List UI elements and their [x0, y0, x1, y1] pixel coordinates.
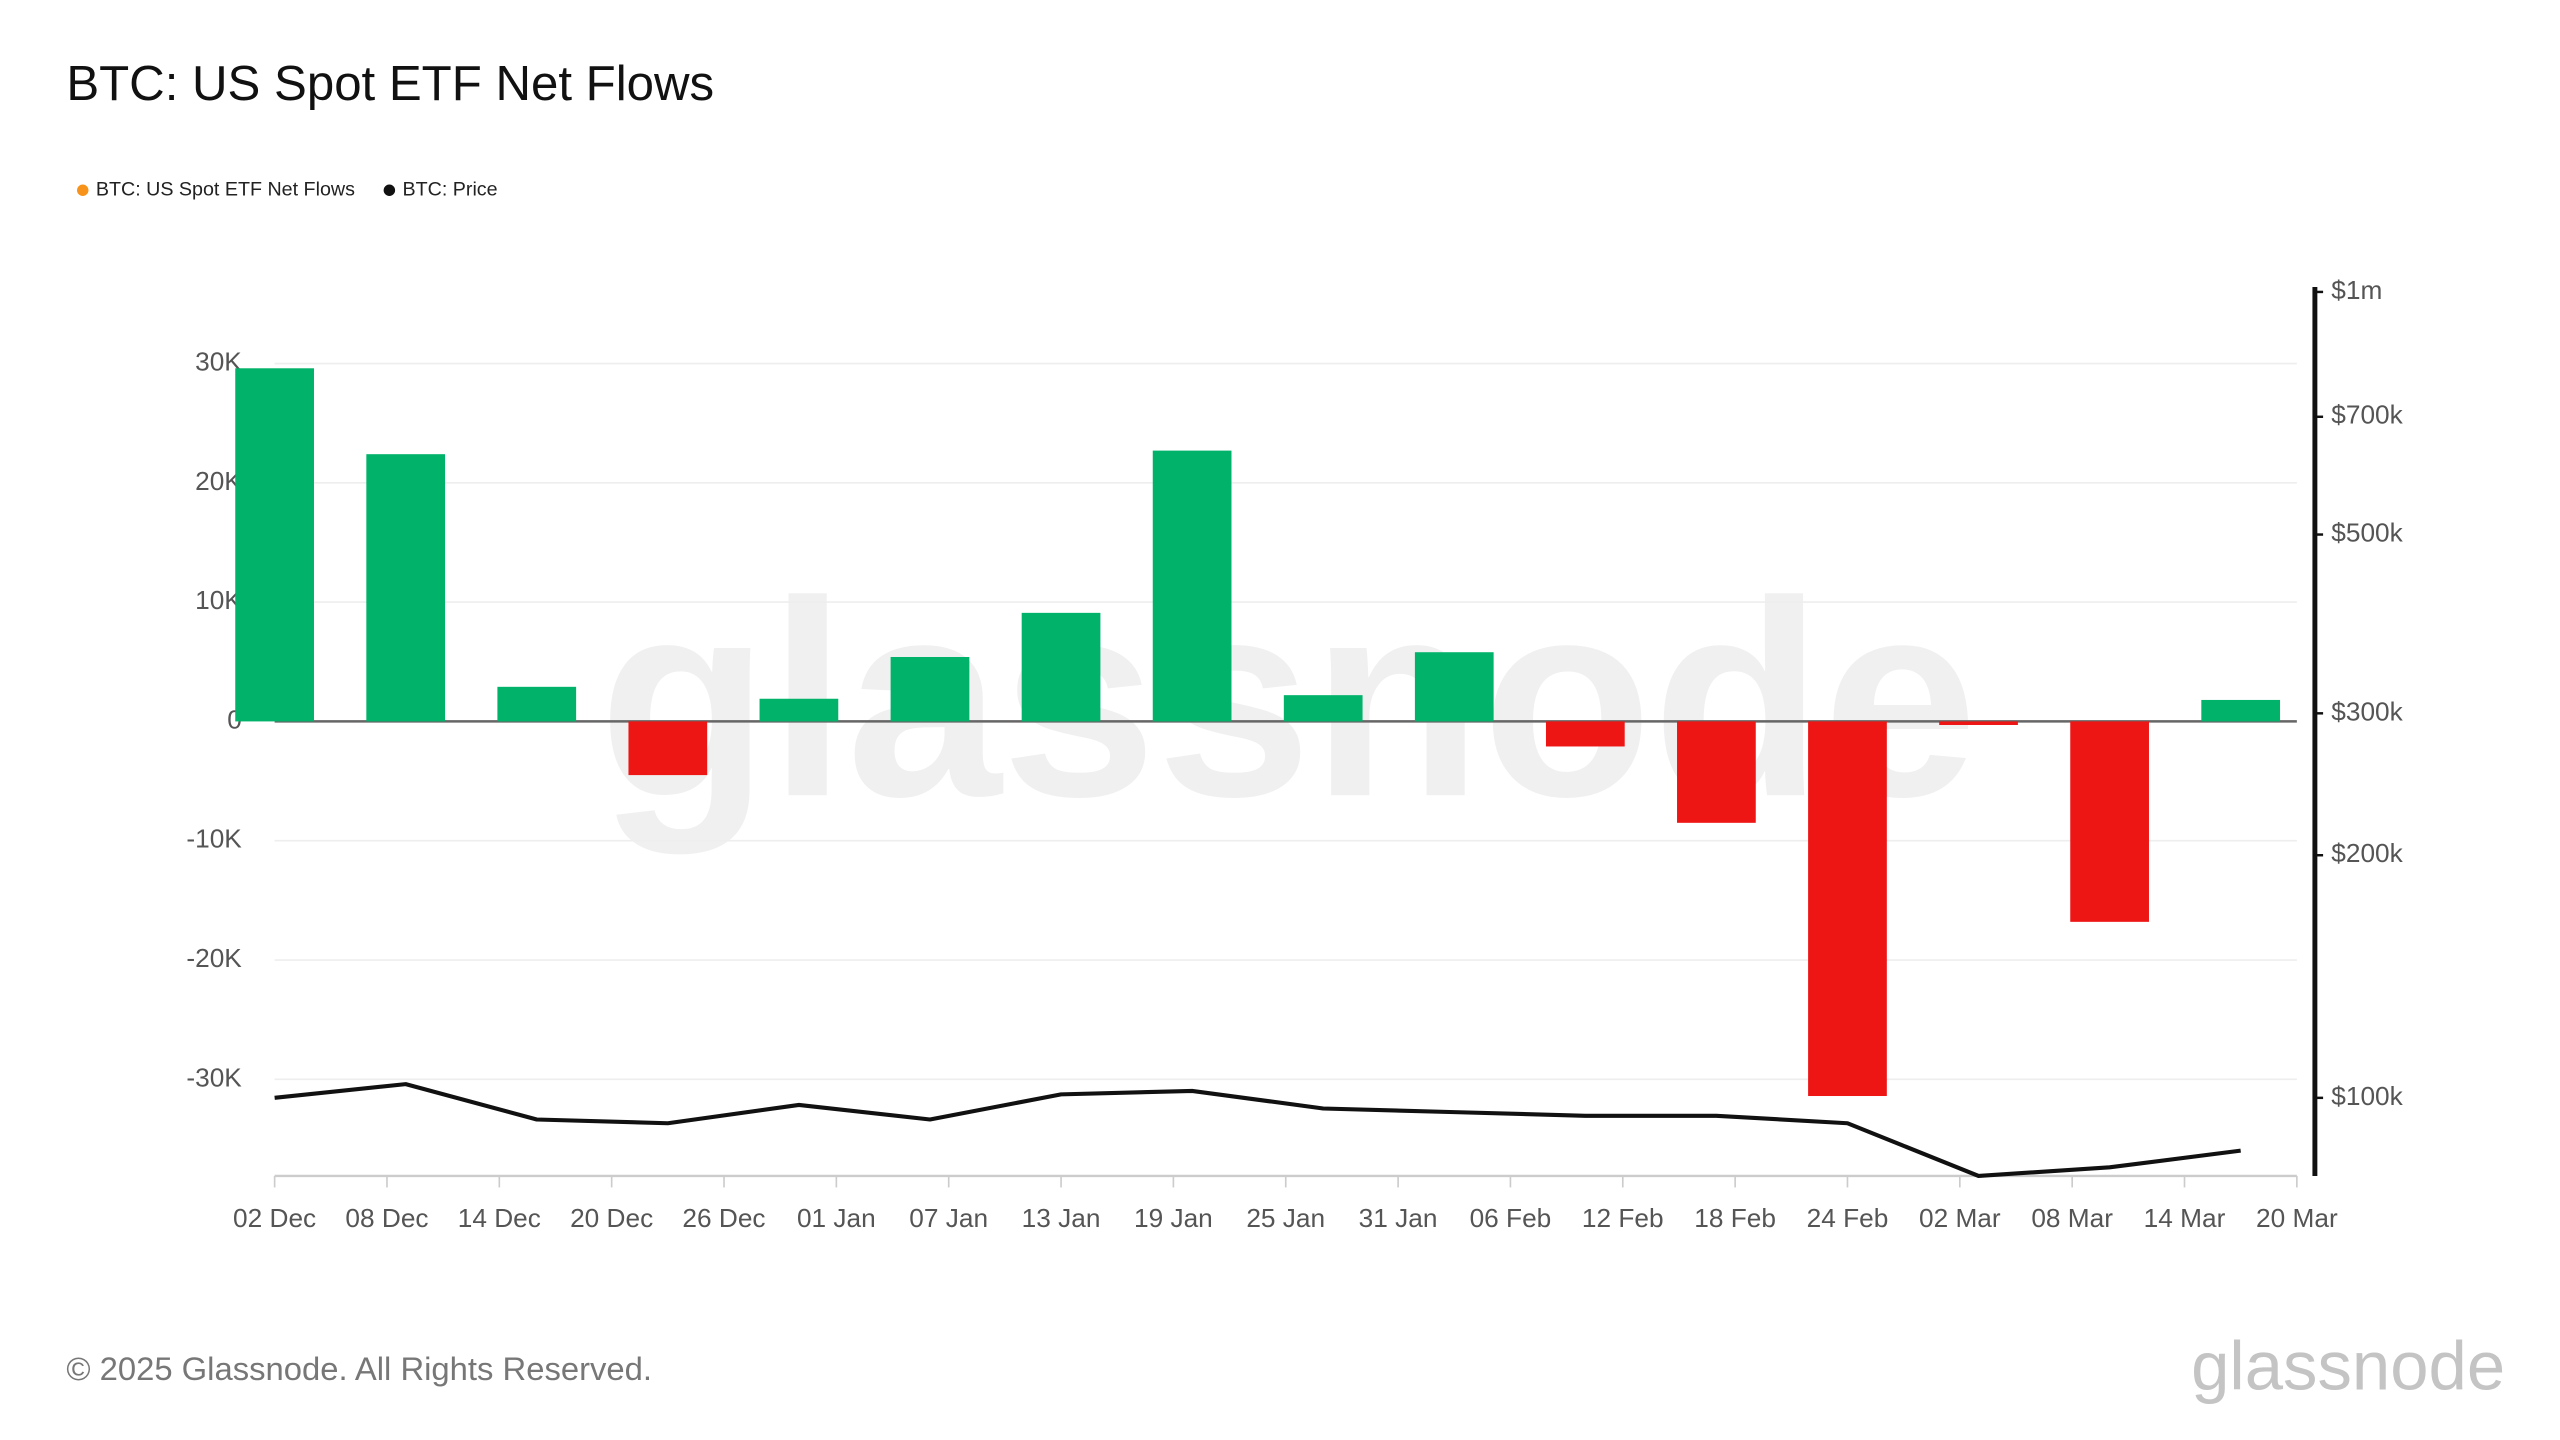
legend-label: BTC: US Spot ETF Net Flows: [96, 178, 355, 200]
legend-marker: [76, 184, 89, 196]
y-tick-label: -20K: [186, 943, 242, 973]
x-tick-label: 12 Feb: [1582, 1203, 1664, 1233]
price-line: [274, 1082, 2241, 1178]
y-tick-label: -10K: [186, 824, 242, 854]
x-tick-label: 18 Feb: [1694, 1203, 1776, 1233]
y2-tick-label: $100k: [2331, 1081, 2403, 1111]
x-tick-label: 02 Dec: [233, 1203, 316, 1233]
x-tick-label: 14 Dec: [458, 1203, 541, 1233]
y-tick-label: -30K: [186, 1062, 242, 1092]
bar: [1414, 652, 1494, 722]
y2-tick-label: $1m: [2331, 275, 2382, 305]
x-tick-label: 20 Dec: [570, 1203, 653, 1233]
x-tick-label: 19 Jan: [1134, 1203, 1213, 1233]
bar: [1808, 721, 1887, 1097]
logo: glassnode: [2191, 1327, 2505, 1404]
bar: [2070, 721, 2149, 922]
bar: [2201, 699, 2281, 722]
y-tick-label: 20K: [195, 466, 242, 496]
bar: [1152, 450, 1232, 722]
chart-title: BTC: US Spot ETF Net Flows: [66, 56, 714, 111]
legend-marker: [383, 184, 396, 196]
bar: [890, 656, 970, 722]
bar: [1545, 721, 1625, 747]
bar: [497, 686, 577, 722]
y-tick-label: 30K: [195, 346, 242, 376]
bar: [235, 368, 314, 722]
y2-tick-label: $500k: [2331, 517, 2403, 547]
bar: [1677, 721, 1756, 823]
y-tick-label: 10K: [195, 585, 242, 615]
x-tick-label: 01 Jan: [797, 1203, 876, 1233]
x-tick-label: 25 Jan: [1246, 1203, 1325, 1233]
x-tick-label: 08 Mar: [2031, 1203, 2113, 1233]
x-tick-label: 06 Feb: [1470, 1203, 1552, 1233]
bar: [628, 721, 708, 776]
x-tick-label: 26 Dec: [682, 1203, 765, 1233]
legend-label: BTC: Price: [402, 178, 497, 200]
x-tick-label: 13 Jan: [1022, 1203, 1101, 1233]
y2-tick-label: $200k: [2331, 838, 2403, 868]
y2-tick-label: $300k: [2331, 696, 2403, 726]
x-tick-label: 02 Mar: [1919, 1203, 2001, 1233]
footer: © 2025 Glassnode. All Rights Reserved.: [66, 1350, 652, 1387]
bar: [1939, 721, 2018, 725]
x-tick-label: 07 Jan: [909, 1203, 988, 1233]
bar: [759, 698, 839, 722]
x-tick-label: 08 Dec: [345, 1203, 428, 1233]
bar: [1283, 695, 1363, 722]
bar: [366, 454, 446, 722]
x-tick-label: 20 Mar: [2256, 1203, 2338, 1233]
x-tick-label: 24 Feb: [1807, 1203, 1889, 1233]
bar: [1021, 612, 1101, 722]
y2-tick-label: $700k: [2331, 400, 2403, 430]
x-tick-label: 31 Jan: [1359, 1203, 1438, 1233]
x-tick-label: 14 Mar: [2144, 1203, 2226, 1233]
